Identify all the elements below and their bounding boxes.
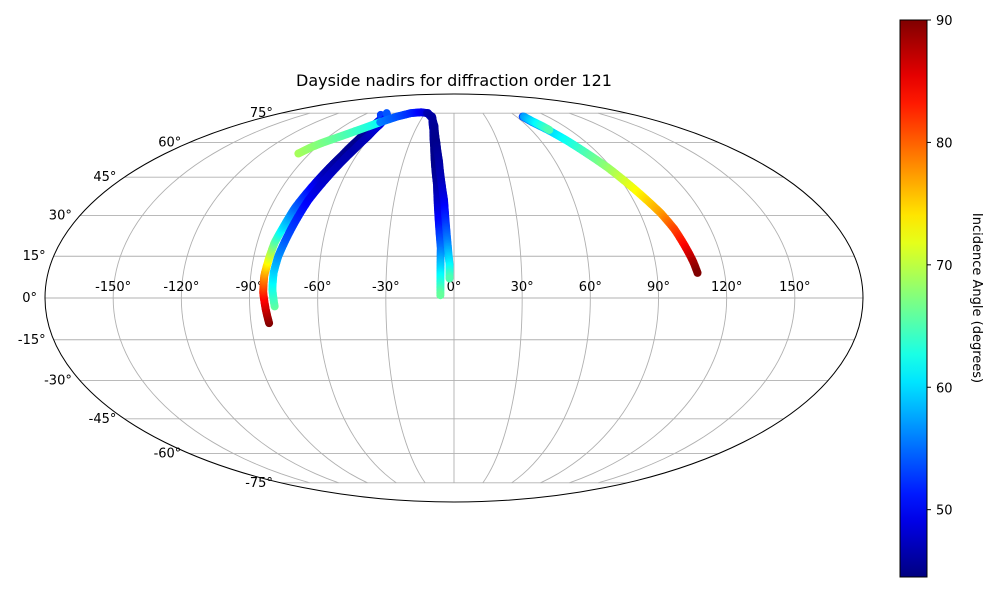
longitude-gridline [180,112,339,484]
longitude-tick-label: -90° [236,280,264,295]
colorbar-ticks: 50 60 70 80 90 [927,14,953,519]
longitude-tick-label: 30° [511,280,534,295]
nadir-point [382,109,391,118]
latitude-tick-labels: -75° -60° -45° -30° -15° 0° 15° 30° 45° 60° 75° [18,106,273,491]
longitude-tick-label: -150° [95,280,131,295]
latitude-tick-label: -45° [89,412,117,427]
colorbar-tick-label: 60 [936,381,953,396]
colorbar-tick-label: 70 [936,259,953,274]
nadir-point [436,291,445,300]
longitude-gridline [112,112,310,484]
latitude-tick-label: 75° [250,106,273,121]
latitude-tick-label: -60° [154,447,182,462]
longitude-tick-label: -60° [304,280,332,295]
colorbar-label: Incidence Angle (degrees) [969,213,984,383]
longitude-tick-labels: -150° -120° -90° -60° -30° 0° 30° 60° 90° 120° 150… [95,280,810,295]
latitude-tick-label: -15° [18,333,46,348]
nadir-point [545,125,554,134]
latitude-tick-label: -30° [44,373,72,388]
longitude-gridline [569,112,728,484]
latitude-tick-label: 45° [93,170,116,185]
colorbar-tick-label: 90 [936,14,953,29]
longitude-gridline [385,112,426,484]
longitude-tick-label: 0° [447,280,462,295]
chart-title: Dayside nadirs for diffraction order 121 [296,71,612,90]
colorbar-tick-label: 50 [936,504,953,519]
longitude-gridline [249,112,368,484]
colorbar: 50 60 70 80 90 Incidence Angle (degrees) [899,14,984,578]
nadir-point [693,268,702,277]
latitude-tick-label: -75° [245,476,273,491]
longitude-gridline [482,112,523,484]
colorbar-gradient [899,19,928,578]
longitude-gridline [317,112,397,484]
longitude-tick-label: 120° [711,280,742,295]
latitude-tick-label: 0° [22,291,37,306]
longitude-tick-label: 150° [779,280,810,295]
map-gridlines [45,112,863,484]
longitude-tick-label: 90° [647,280,670,295]
colorbar-tick-label: 80 [936,136,953,151]
latitude-tick-label: 15° [23,249,46,264]
latitude-tick-label: 30° [49,209,72,224]
latitude-tick-label: 60° [158,135,181,150]
longitude-gridline [598,112,796,484]
longitude-gridline [511,112,591,484]
nadir-point [445,274,454,283]
longitude-tick-label: 60° [579,280,602,295]
nadir-points [259,108,702,328]
map-boundary [44,93,864,503]
longitude-tick-label: -30° [372,280,400,295]
longitude-tick-label: -120° [163,280,199,295]
